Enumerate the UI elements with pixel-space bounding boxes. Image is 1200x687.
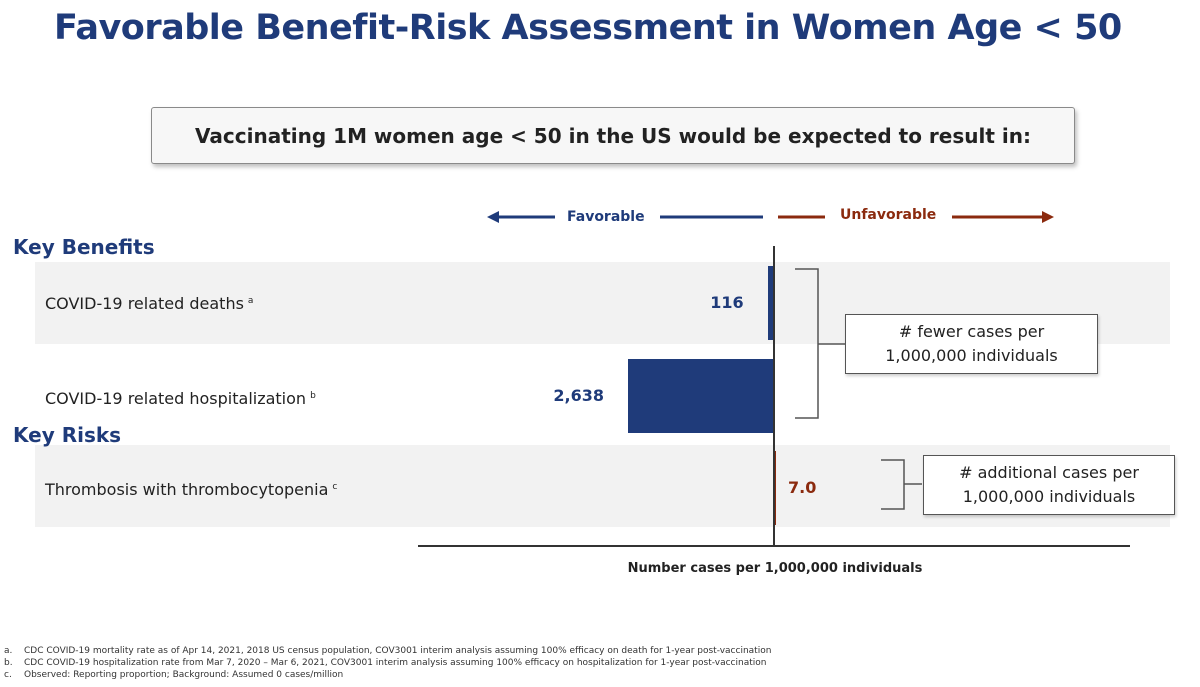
bar-thrombosis — [774, 451, 776, 525]
summary-callout: Vaccinating 1M women age < 50 in the US … — [151, 107, 1075, 164]
bar-hospitalization — [628, 359, 774, 433]
footnote-b: b. CDC COVID-19 hospitalization rate from… — [4, 658, 767, 668]
unfavorable-label: Unfavorable — [840, 207, 937, 223]
unfavorable-arrow-icon — [778, 211, 1054, 223]
row-label-deaths: COVID-19 related deaths a — [45, 294, 253, 313]
benefits-bracket — [795, 268, 819, 419]
risks-annotation-box: # additional cases per 1,000,000 individ… — [923, 455, 1175, 515]
risks-bracket — [881, 459, 905, 510]
footnote-ref: b — [310, 390, 316, 401]
favorable-arrow-icon — [487, 211, 763, 223]
value-label-thrombosis: 7.0 — [788, 478, 817, 497]
bar-deaths — [767, 266, 774, 340]
value-label-deaths: 116 — [710, 293, 744, 312]
row-label-text: COVID-19 related deaths — [45, 294, 244, 313]
annotation-line-1: # additional cases per — [959, 463, 1139, 482]
row-label-text: Thrombosis with thrombocytopenia — [45, 480, 329, 499]
footnote-ref: a — [247, 295, 254, 306]
row-label-thrombosis: Thrombosis with thrombocytopenia c — [45, 480, 337, 499]
row-label-hospitalization: COVID-19 related hospitalization b — [45, 389, 316, 408]
annotation-line-2: 1,000,000 individuals — [962, 487, 1136, 506]
callout-text: Vaccinating 1M women age < 50 in the US … — [195, 123, 1031, 148]
page-title: Favorable Benefit-Risk Assessment in Wom… — [54, 8, 1122, 48]
footnote-ref: c — [332, 481, 338, 492]
favorable-label: Favorable — [567, 209, 645, 225]
annotation-line-1: # fewer cases per — [898, 322, 1045, 341]
value-label-hospitalization: 2,638 — [553, 386, 604, 405]
x-axis-label: Number cases per 1,000,000 individuals — [627, 561, 923, 576]
benefits-annotation-box: # fewer cases per 1,000,000 individuals — [845, 314, 1098, 374]
row-label-text: COVID-19 related hospitalization — [45, 389, 307, 408]
footnote-a: a. CDC COVID-19 mortality rate as of Apr … — [4, 646, 772, 656]
section-key-risks: Key Risks — [13, 423, 122, 447]
footnote-c: c. Observed: Reporting proportion; Backgr… — [4, 670, 344, 680]
zero-axis-line — [773, 246, 775, 546]
section-key-benefits: Key Benefits — [13, 235, 155, 259]
x-axis-line — [418, 545, 1130, 547]
footnotes: a. CDC COVID-19 mortality rate as of Apr … — [4, 645, 771, 681]
annotation-line-2: 1,000,000 individuals — [885, 346, 1058, 365]
